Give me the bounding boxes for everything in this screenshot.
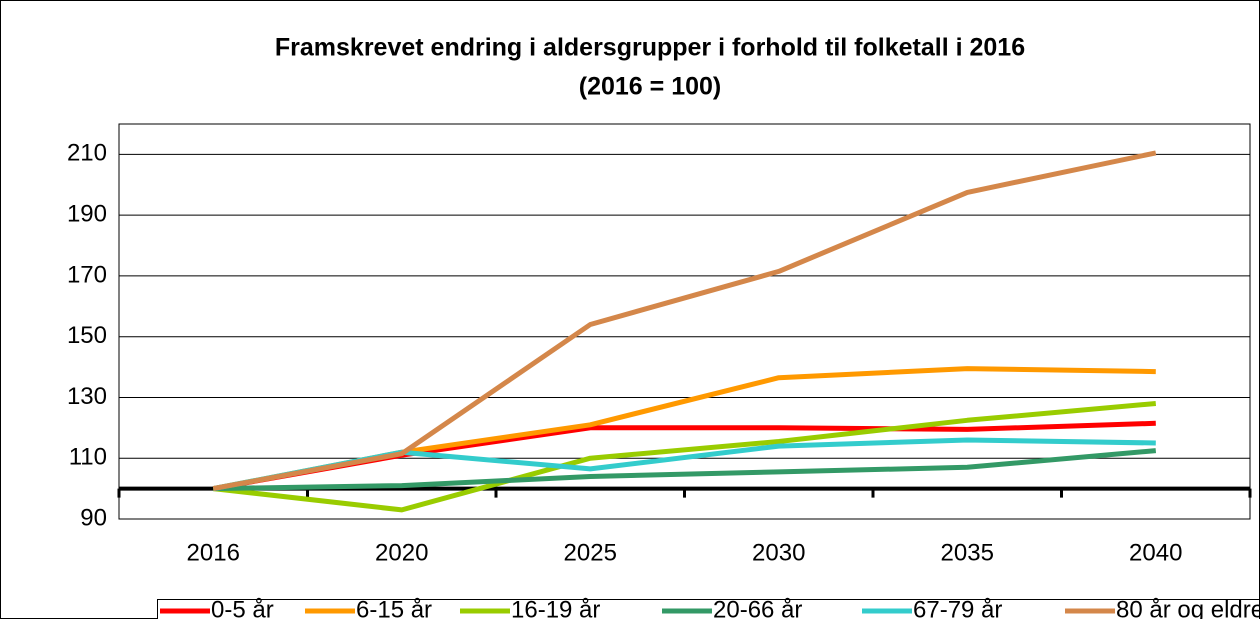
legend-label: 20-66 år (713, 596, 802, 619)
x-tick-label: 2025 (564, 539, 617, 566)
chart-title: Framskrevet endring i aldersgrupper i fo… (275, 34, 1025, 62)
legend-label: 80 år og eldre (1116, 596, 1260, 619)
x-tick-label: 2040 (1129, 539, 1182, 566)
x-tick-label: 2016 (187, 539, 240, 566)
x-tick-label: 2020 (375, 539, 428, 566)
series-line (213, 401, 1157, 513)
series-line (212, 150, 1157, 492)
legend-label: 6-15 år (356, 596, 432, 619)
y-tick-label: 150 (67, 322, 107, 349)
y-tick-label: 170 (67, 261, 107, 288)
legend-label: 16-19 år (511, 596, 600, 619)
chart-subtitle: (2016 = 100) (579, 73, 721, 101)
x-tick-label: 2030 (752, 539, 805, 566)
x-tick-label: 2035 (941, 539, 994, 566)
y-tick-label: 110 (69, 444, 107, 471)
legend-label: 0-5 år (211, 596, 274, 619)
series-line (213, 448, 1157, 492)
legend-label: 67-79 år (913, 596, 1002, 619)
y-tick-label: 190 (67, 200, 107, 227)
y-tick-label: 130 (67, 383, 107, 410)
y-tick-label: 90 (80, 504, 107, 531)
y-tick-label: 210 (67, 140, 107, 167)
